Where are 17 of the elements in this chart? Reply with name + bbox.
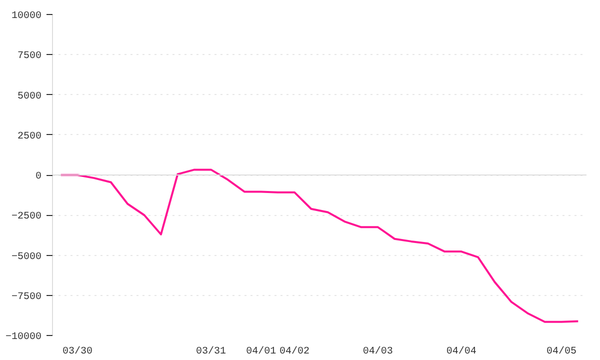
x-tick-label: 03/31	[196, 346, 226, 358]
y-tick-label: 10000	[11, 11, 42, 22]
y-tick-label: 2500	[17, 131, 42, 142]
y-tick-label: 5000	[17, 91, 42, 102]
x-tick-label: 04/01	[246, 346, 276, 358]
y-tick-label: −5000	[11, 252, 42, 263]
y-tick-label: −2500	[11, 212, 42, 223]
y-tick-label: −7500	[11, 292, 42, 303]
x-tick-label: 04/04	[446, 346, 476, 358]
y-tick-label: 7500	[17, 51, 42, 62]
x-tick-label: 04/02	[279, 346, 310, 358]
x-tick-label: 04/05	[546, 346, 576, 358]
line-series	[60, 168, 580, 323]
y-tick-label: 0	[36, 172, 42, 182]
x-tick-label: 04/03	[362, 346, 393, 358]
x-tick-label: 03/30	[62, 346, 93, 358]
y-tick-label: −10000	[5, 332, 42, 343]
